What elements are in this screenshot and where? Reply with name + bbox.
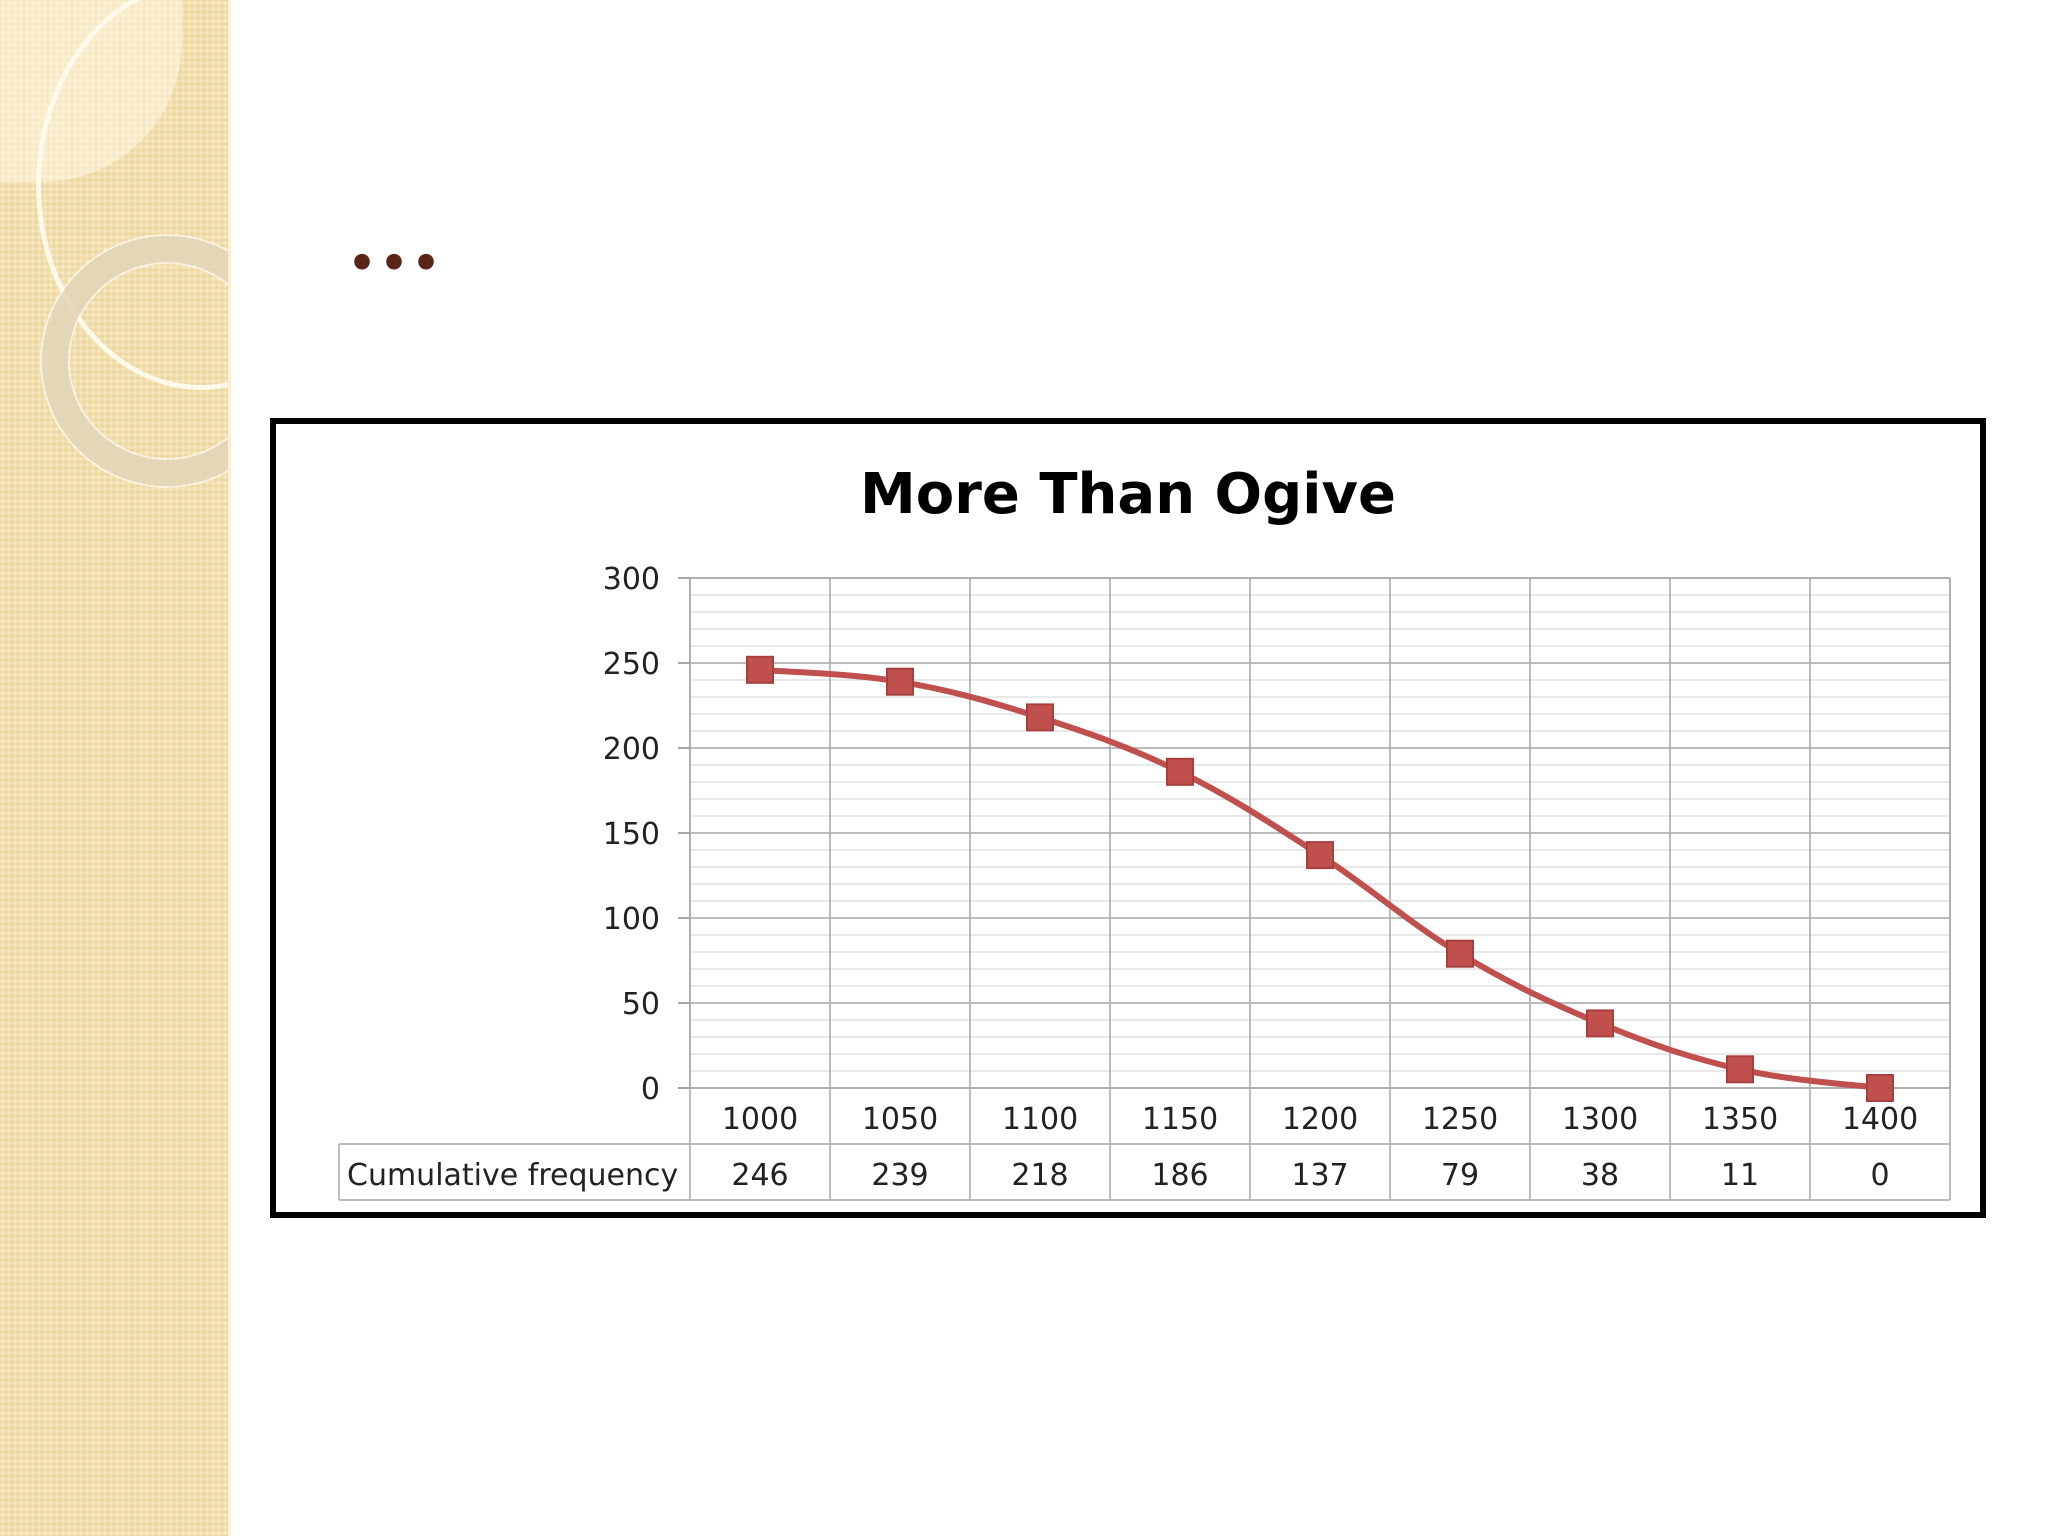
x-category-label: 1200 [1282,1102,1358,1137]
chart-title: More Than Ogive [860,462,1396,527]
data-table-value: 79 [1441,1158,1479,1193]
data-point-marker [1306,841,1334,870]
series-line [759,666,1881,1091]
slide-title: ... [350,182,446,289]
x-category-label: 1050 [862,1102,938,1137]
x-category-label: 1150 [1142,1102,1218,1137]
y-tick-label: 100 [603,902,660,937]
data-table-value: 239 [871,1158,928,1193]
y-tick-label: 50 [622,987,660,1022]
plot-area-border [689,577,1951,1089]
x-category-label: 1000 [722,1102,798,1137]
data-table-series-label: Cumulative frequency [347,1158,678,1193]
chart-frame: More Than Ogive 0 50 100 150 200 250 300 1000 24… [270,418,1986,1218]
data-point-marker [1026,703,1054,732]
data-point-marker [886,667,914,696]
data-table-value: 38 [1581,1158,1619,1193]
data-point-marker [1446,939,1474,968]
data-table-value: 137 [1291,1158,1348,1193]
x-category-label: 1250 [1422,1102,1498,1137]
y-tick-label: 300 [603,562,660,597]
data-point-marker [1166,757,1194,786]
data-table-value: 11 [1721,1158,1759,1193]
decorative-side-strip [0,0,231,1536]
data-table-value: 186 [1151,1158,1208,1193]
data-point-marker [1586,1009,1614,1038]
line-chart: 0 50 100 150 200 250 300 1000 246 1050 239 1100 218 1… [338,562,1951,1201]
data-table-value: 218 [1011,1158,1068,1193]
data-table-value: 246 [731,1158,788,1193]
y-tick-label: 200 [603,732,660,767]
x-category-label: 1100 [1002,1102,1078,1137]
data-point-marker [1726,1055,1754,1084]
data-point-marker [746,655,774,684]
x-category-label: 1400 [1842,1102,1918,1137]
y-tick-label: 150 [603,817,660,852]
y-tick-label: 0 [641,1072,660,1107]
data-table-value: 0 [1870,1158,1889,1193]
data-point-marker [1866,1074,1894,1102]
x-category-label: 1350 [1702,1102,1778,1137]
x-category-label: 1300 [1562,1102,1638,1137]
y-tick-label: 250 [603,647,660,682]
